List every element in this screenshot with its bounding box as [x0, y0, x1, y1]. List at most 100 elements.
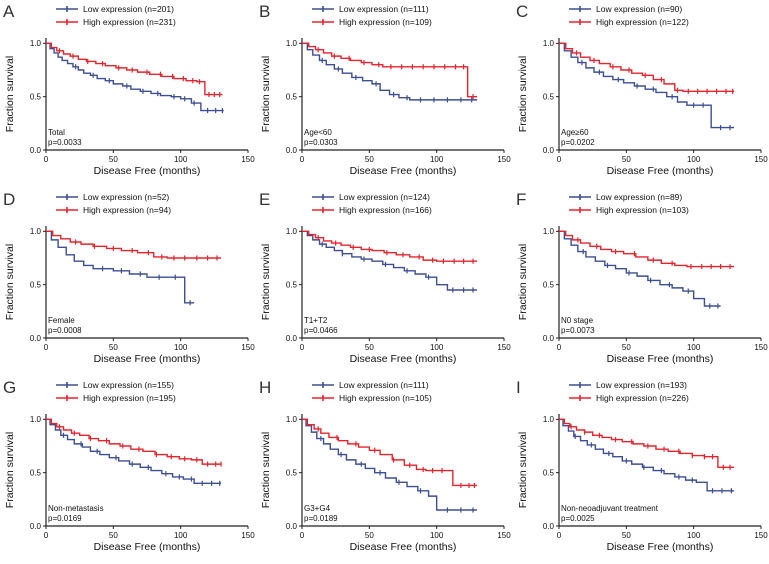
subgroup-label: Female [48, 316, 75, 325]
legend-item-high: High expression (n=103) [568, 205, 689, 215]
y-axis-label: Fraction survival [260, 56, 272, 132]
curve-low-expression [302, 42, 478, 101]
legend-item-low: Low expression (n=193) [568, 380, 687, 390]
panel-letter: H [259, 378, 271, 397]
km-chart-G: G Low expression (n=155) High expression (… [3, 378, 255, 553]
y-tick-label: 1.0 [286, 415, 298, 424]
km-chart-I: I Low expression (n=193) High expression (… [516, 378, 768, 553]
panel-letter: A [3, 2, 15, 21]
x-tick-label: 0 [556, 531, 561, 540]
legend-label-high: High expression (n=122) [596, 17, 689, 27]
x-tick-label: 100 [430, 155, 444, 164]
curve-high-expression [302, 418, 478, 487]
legend-label-low: Low expression (n=201) [83, 4, 174, 14]
panel-letter: C [516, 2, 528, 21]
legend-item-low: Low expression (n=52) [56, 192, 169, 202]
x-tick-label: 150 [754, 155, 768, 164]
y-tick-label: 1.0 [543, 227, 555, 236]
km-chart-H: H Low expression (n=111) High expression (… [259, 378, 512, 553]
legend-label-low: Low expression (n=111) [339, 4, 429, 14]
x-tick-label: 50 [365, 531, 374, 540]
y-tick-label: 1.0 [543, 39, 555, 48]
x-tick-label: 100 [174, 155, 188, 164]
y-tick-label: 0.0 [30, 334, 42, 343]
y-tick-label: 0.0 [30, 146, 42, 155]
p-value-label: p=0.0169 [48, 514, 82, 523]
y-tick-label: 0.5 [286, 92, 298, 101]
y-tick-label: 0.5 [30, 468, 42, 477]
legend-label-low: Low expression (n=52) [83, 192, 169, 202]
curve-high-expression [558, 418, 734, 469]
curve-low-expression [558, 418, 734, 492]
legend-item-high: High expression (n=226) [568, 393, 689, 403]
x-tick-label: 0 [556, 343, 561, 352]
legend-label-low: Low expression (n=90) [596, 4, 682, 14]
y-tick-label: 0.5 [286, 280, 298, 289]
subgroup-label: Age<60 [304, 128, 332, 137]
x-tick-label: 50 [109, 155, 118, 164]
subgroup-label: Age≥60 [561, 128, 589, 137]
x-tick-label: 0 [300, 155, 305, 164]
x-axis-label: Disease Free (months) [606, 165, 713, 177]
legend-label-low: Low expression (n=124) [339, 192, 430, 202]
legend-item-low: Low expression (n=124) [312, 192, 430, 202]
y-tick-label: 0.5 [543, 280, 555, 289]
legend-item-low: Low expression (n=89) [568, 192, 682, 202]
y-tick-label: 1.0 [30, 415, 42, 424]
km-chart-E: E Low expression (n=124) High expression (… [259, 190, 511, 365]
y-tick-label: 0.0 [286, 146, 298, 155]
panel-letter: B [259, 2, 270, 21]
x-tick-label: 100 [174, 343, 188, 352]
x-tick-label: 0 [44, 343, 49, 352]
x-tick-label: 100 [430, 343, 444, 352]
y-tick-label: 0.0 [543, 334, 555, 343]
x-tick-label: 150 [241, 531, 255, 540]
curve-low-expression [558, 42, 734, 129]
subgroup-label: Total [48, 128, 65, 137]
legend-item-high: High expression (n=195) [56, 393, 176, 403]
subgroup-label: Non-metastasis [48, 504, 104, 513]
subgroup-label: N0 stage [561, 316, 594, 325]
legend-item-low: Low expression (n=111) [312, 4, 429, 14]
y-axis-label: Fraction survival [517, 56, 529, 132]
curve-high-expression [558, 230, 734, 268]
y-axis-label: Fraction survival [517, 432, 529, 508]
km-chart-B: B Low expression (n=111) High expression (… [259, 2, 512, 177]
km-panel-A: A Low expression (n=201) High expression (… [0, 0, 256, 188]
x-tick-label: 0 [300, 531, 305, 540]
y-tick-label: 0.5 [543, 468, 555, 477]
legend-label-high: High expression (n=105) [339, 393, 432, 403]
y-tick-label: 0.5 [30, 280, 42, 289]
y-axis-label: Fraction survival [4, 244, 16, 320]
x-tick-label: 0 [556, 155, 561, 164]
p-value-label: p=0.0008 [48, 326, 82, 335]
legend-item-low: Low expression (n=90) [568, 4, 682, 14]
x-tick-label: 100 [174, 531, 188, 540]
km-panel-E: E Low expression (n=124) High expression (… [256, 188, 512, 376]
y-tick-label: 0.0 [30, 522, 42, 531]
y-tick-label: 1.0 [286, 39, 298, 48]
panel-letter: G [3, 378, 16, 397]
legend-item-low: Low expression (n=201) [56, 4, 174, 14]
x-tick-label: 50 [365, 155, 374, 164]
legend-label-low: Low expression (n=193) [596, 380, 687, 390]
p-value-label: p=0.0033 [48, 138, 82, 147]
panel-letter: I [516, 378, 521, 397]
curve-low-expression [46, 42, 224, 112]
x-tick-label: 150 [241, 343, 255, 352]
y-tick-label: 1.0 [543, 415, 555, 424]
x-tick-label: 150 [498, 155, 512, 164]
curve-high-expression [46, 418, 222, 465]
x-tick-label: 150 [498, 531, 512, 540]
legend-item-high: High expression (n=231) [56, 17, 176, 27]
panel-letter: E [259, 190, 270, 209]
legend-label-low: Low expression (n=111) [339, 380, 429, 390]
p-value-label: p=0.0303 [304, 138, 338, 147]
km-chart-D: D Low expression (n=52) High expression (n… [3, 190, 255, 365]
subgroup-label: G3+G4 [304, 504, 331, 513]
p-value-label: p=0.0073 [561, 326, 595, 335]
legend-label-high: High expression (n=94) [83, 205, 171, 215]
legend-item-high: High expression (n=94) [56, 205, 171, 215]
x-axis-label: Disease Free (months) [606, 353, 713, 365]
x-tick-label: 150 [241, 155, 255, 164]
